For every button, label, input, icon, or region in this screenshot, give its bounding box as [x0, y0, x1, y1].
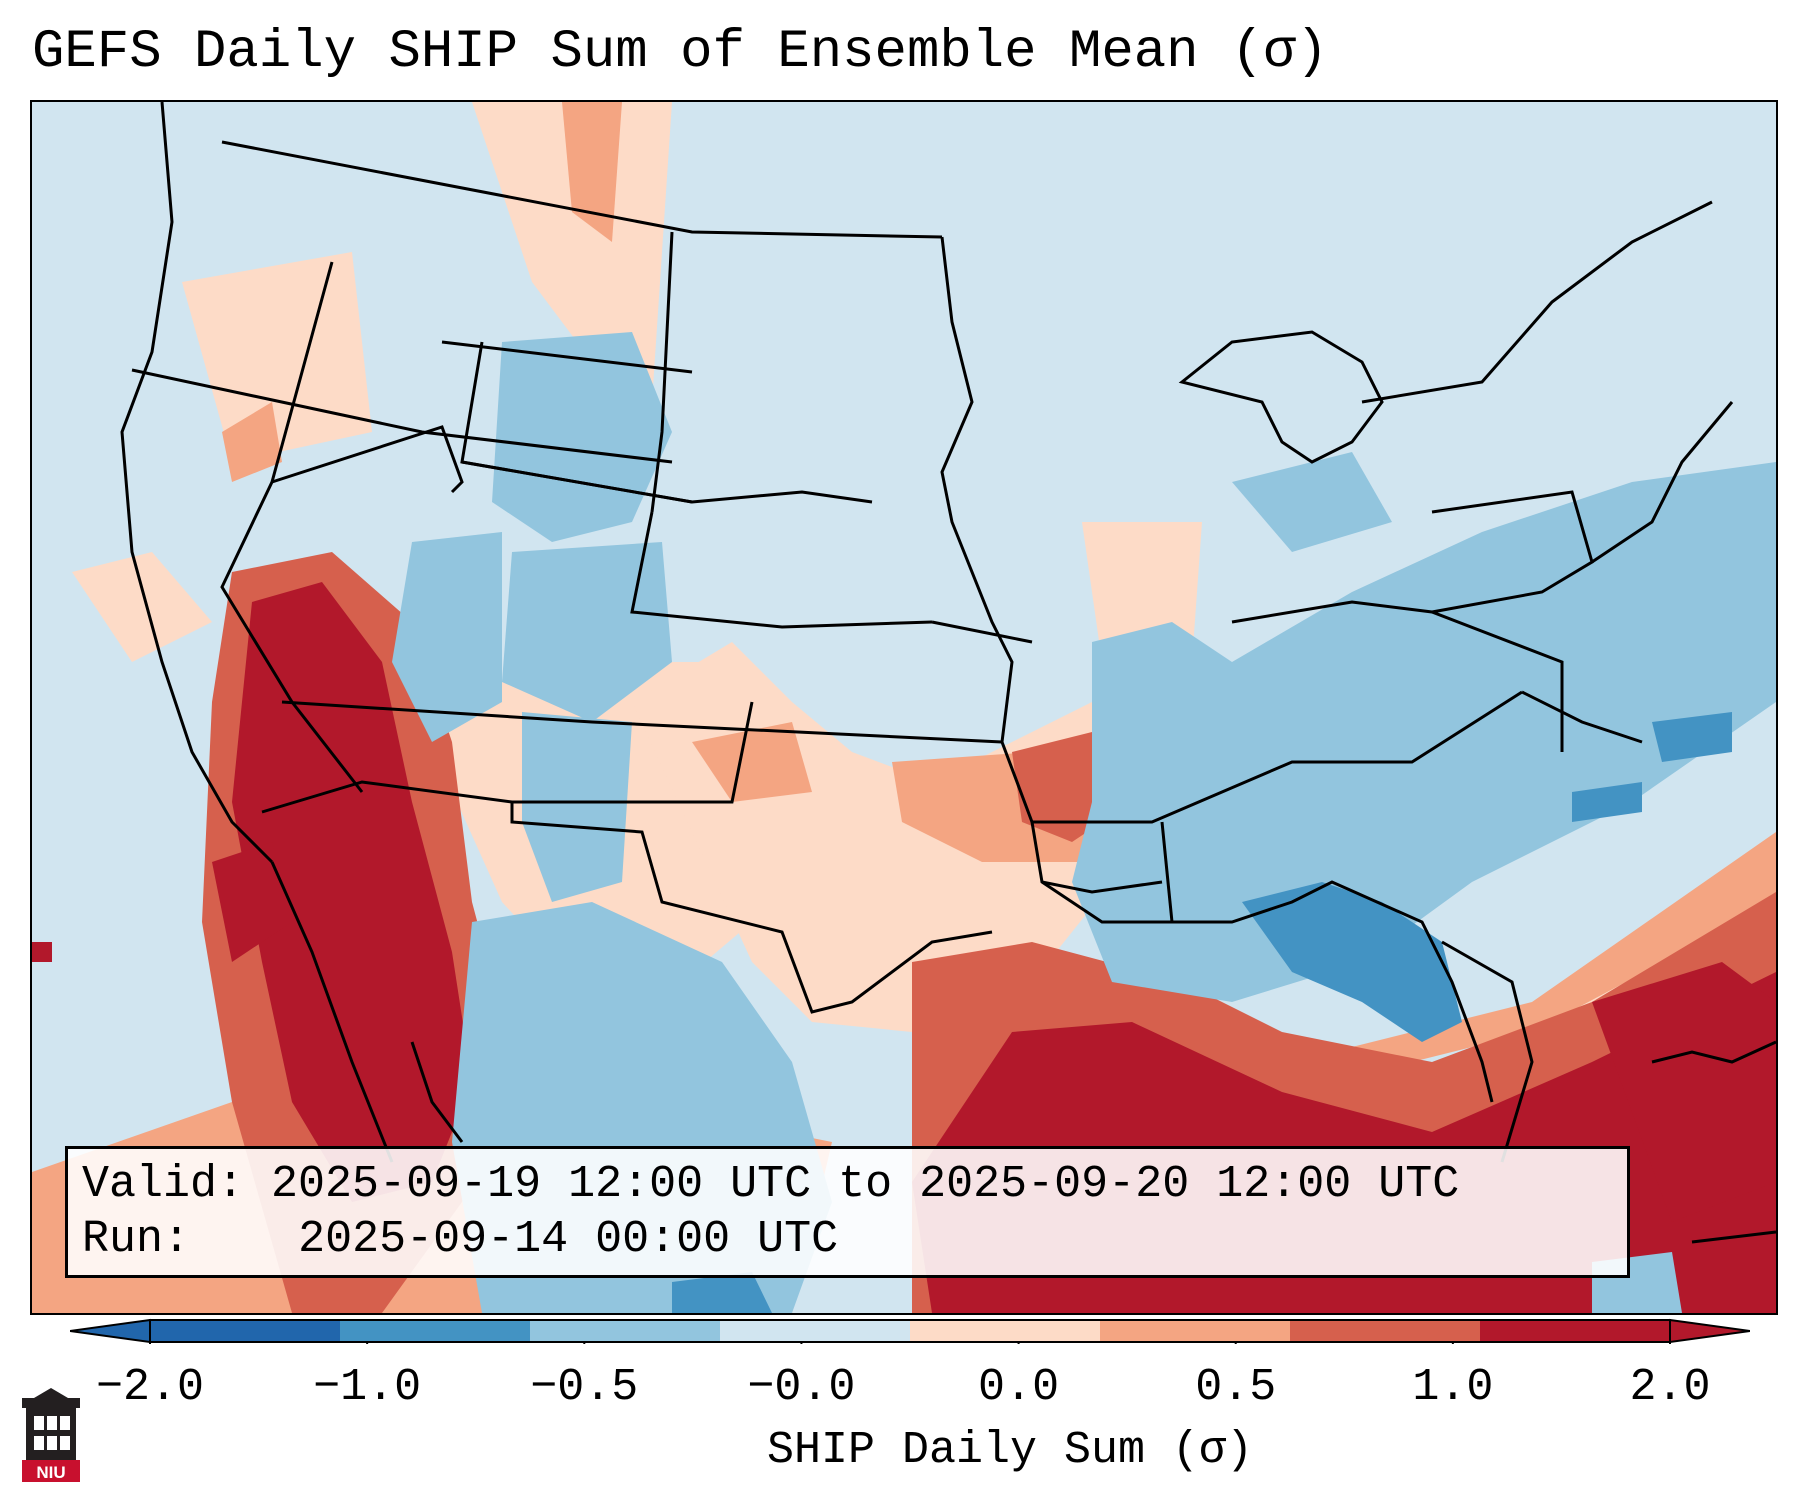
colorbar-segment	[150, 1320, 341, 1342]
colorbar-label: SHIP Daily Sum (σ)	[766, 1425, 1254, 1476]
anomaly-medium-blue	[672, 712, 1732, 1313]
colorbar-extend-max	[1669, 1318, 1750, 1344]
colorbar-tick-label: −0.5	[530, 1362, 639, 1413]
colorbar-segment	[340, 1320, 531, 1342]
colorbar-segment	[1480, 1320, 1671, 1342]
logo-text: NIU	[36, 1463, 65, 1482]
colorbar	[70, 1318, 1750, 1344]
map-canvas	[32, 102, 1776, 1313]
political-boundaries	[120, 102, 1776, 1244]
map-title: GEFS Daily SHIP Sum of Ensemble Mean (σ)	[32, 22, 1329, 83]
colorbar-tick-label: 0.0	[978, 1362, 1060, 1413]
colorbar-tick-label: −1.0	[313, 1362, 422, 1413]
map-panel	[30, 100, 1778, 1315]
colorbar-tick-label: −0.0	[747, 1362, 856, 1413]
colorbar-tick-label: −2.0	[95, 1362, 205, 1413]
valid-value: 2025-09-19 12:00 UTC to 2025-09-20 12:00…	[271, 1159, 1460, 1210]
colorbar-tick-label: 0.5	[1195, 1362, 1277, 1413]
niu-logo: NIU	[22, 1388, 80, 1482]
run-value: 2025-09-14 00:00 UTC	[298, 1214, 839, 1265]
colorbar-segment	[530, 1320, 721, 1342]
run-label: Run:	[82, 1214, 191, 1265]
run-line: Run: 2025-09-14 00:00 UTC	[82, 1212, 1613, 1267]
valid-line: Valid: 2025-09-19 12:00 UTC to 2025-09-2…	[82, 1157, 1613, 1212]
colorbar-tick-label: 1.0	[1412, 1362, 1494, 1413]
colorbar-segment	[910, 1320, 1101, 1342]
colorbar-extend-min	[70, 1318, 151, 1344]
validity-info-box: Valid: 2025-09-19 12:00 UTC to 2025-09-2…	[65, 1146, 1630, 1278]
colorbar-segment	[1290, 1320, 1481, 1342]
colorbar-segment	[1100, 1320, 1291, 1342]
colorbar-outline	[149, 1319, 1671, 1343]
colorbar-tick-label: 2.0	[1629, 1362, 1711, 1413]
colorbar-segment	[720, 1320, 911, 1342]
valid-label: Valid:	[82, 1159, 245, 1210]
